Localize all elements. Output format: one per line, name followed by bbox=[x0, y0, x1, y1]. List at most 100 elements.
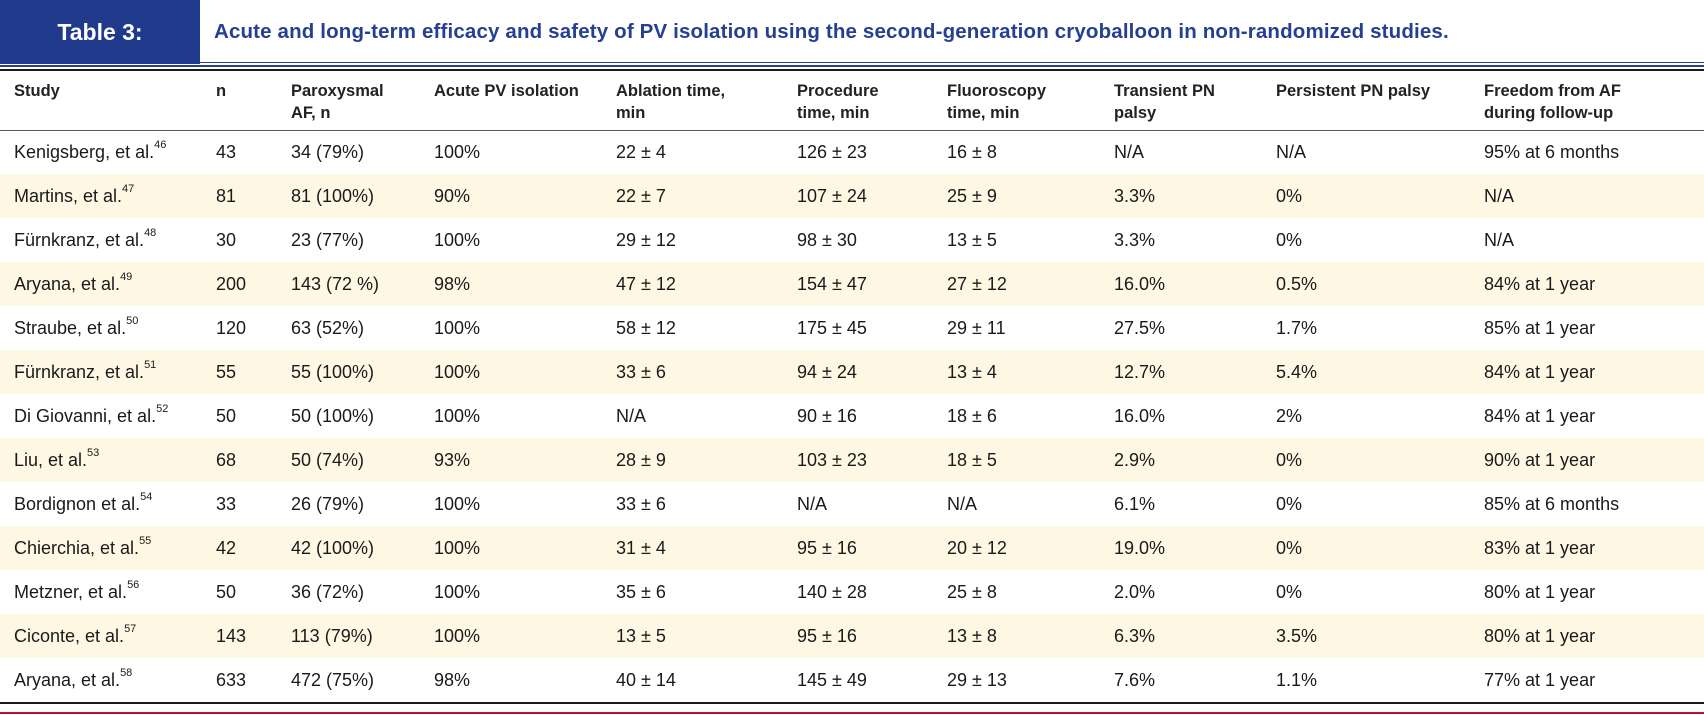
divider bbox=[0, 65, 1704, 67]
cell-procedure: 98 ± 30 bbox=[797, 229, 857, 250]
cell-fluoro: 25 ± 9 bbox=[933, 174, 1100, 218]
cell-study: Di Giovanni, et al.52 bbox=[0, 394, 202, 438]
cell-paroxysmal: 63 (52%) bbox=[291, 317, 365, 338]
cell-paroxysmal: 36 (72%) bbox=[291, 581, 365, 602]
cell-ablation: 28 ± 9 bbox=[602, 438, 783, 482]
study-name: Fürnkranz, et al. bbox=[14, 229, 145, 250]
cell-persistent: 0% bbox=[1276, 493, 1303, 514]
cell-n: 143 bbox=[202, 614, 277, 658]
reference-number: 53 bbox=[87, 446, 100, 459]
cell-paroxysmal: 50 (100%) bbox=[291, 405, 375, 426]
cell-procedure: N/A bbox=[797, 493, 828, 514]
table-row: Aryana, et al.58 633 472 (75%) 98% 40 ± 14 14… bbox=[0, 658, 1704, 702]
cell-acute: 100% bbox=[420, 614, 602, 658]
cell-persistent: 1.7% bbox=[1276, 317, 1318, 338]
cell-acute: 98% bbox=[434, 669, 471, 690]
cell-transient: 16.0% bbox=[1114, 405, 1166, 426]
cell-procedure: 94 ± 24 bbox=[783, 350, 933, 394]
table-caption: Acute and long-term efficacy and safety … bbox=[214, 20, 1449, 43]
cell-study: Fürnkranz, et al.48 bbox=[0, 218, 202, 262]
cell-transient: 2.0% bbox=[1114, 581, 1156, 602]
cell-ablation: 33 ± 6 bbox=[602, 350, 783, 394]
study-name: Kenigsberg, et al. bbox=[14, 141, 155, 162]
cell-procedure: 126 ± 23 bbox=[797, 141, 867, 162]
cell-acute: 100% bbox=[420, 350, 602, 394]
cell-freedom: 84% at 1 year bbox=[1470, 350, 1704, 394]
cell-ablation: 22 ± 7 bbox=[602, 174, 783, 218]
header-cell: Freedom from AF during follow-up bbox=[1470, 71, 1704, 131]
cell-study: Kenigsberg, et al.46 bbox=[0, 130, 202, 174]
divider bbox=[200, 62, 1704, 63]
cell-paroxysmal: 55 (100%) bbox=[277, 350, 420, 394]
cell-transient: 3.3% bbox=[1100, 174, 1262, 218]
cell-freedom: 80% at 1 year bbox=[1470, 614, 1704, 658]
cell-ablation: 29 ± 12 bbox=[616, 229, 676, 250]
cell-ablation: 40 ± 14 bbox=[616, 669, 676, 690]
reference-number: 58 bbox=[120, 666, 133, 679]
table-title-bar: Table 3: Acute and long-term efficacy an… bbox=[0, 0, 1704, 64]
cell-acute: 90% bbox=[420, 174, 602, 218]
cell-fluoro: 13 ± 4 bbox=[933, 350, 1100, 394]
study-name: Chierchia, et al. bbox=[14, 537, 140, 558]
cell-procedure: 90 ± 16 bbox=[797, 405, 857, 426]
cell-study: Ciconte, et al.57 bbox=[0, 614, 202, 658]
study-name: Straube, et al. bbox=[14, 317, 127, 338]
study-name: Liu, et al. bbox=[14, 449, 88, 470]
cell-ablation: 35 ± 6 bbox=[616, 581, 666, 602]
divider bbox=[0, 69, 1704, 71]
cell-n: 55 bbox=[202, 350, 277, 394]
reference-number: 52 bbox=[156, 402, 169, 415]
header-cell: Ablation time, min bbox=[602, 71, 783, 131]
cell-ablation: N/A bbox=[616, 405, 647, 426]
cell-freedom: 84% at 1 year bbox=[1470, 262, 1704, 306]
table-row: Liu, et al.53 68 50 (74%) 93% 28 ± 9 103 ± 23… bbox=[0, 438, 1704, 482]
cell-transient: 2.9% bbox=[1100, 438, 1262, 482]
study-name: Fürnkranz, et al. bbox=[14, 361, 145, 382]
divider bbox=[0, 712, 1704, 714]
table-label: Table 3: bbox=[0, 0, 200, 64]
cell-persistent: 3.5% bbox=[1262, 614, 1470, 658]
cell-ablation: 31 ± 4 bbox=[602, 526, 783, 570]
cell-freedom: 84% at 1 year bbox=[1484, 405, 1596, 426]
header-cell: Fluoroscopy time, min bbox=[933, 71, 1100, 131]
data-table: Study n Paroxysmal AF, n Acute PV isolati… bbox=[0, 71, 1704, 702]
cell-freedom: N/A bbox=[1484, 229, 1515, 250]
reference-number: 50 bbox=[126, 314, 139, 327]
cell-persistent: 0% bbox=[1276, 581, 1303, 602]
cell-freedom: N/A bbox=[1470, 174, 1704, 218]
header-row: Study n Paroxysmal AF, n Acute PV isolati… bbox=[0, 71, 1704, 131]
divider bbox=[0, 702, 1704, 704]
cell-acute: 100% bbox=[434, 141, 481, 162]
cell-study: Bordignon et al.54 bbox=[0, 482, 202, 526]
cell-persistent: 0% bbox=[1262, 526, 1470, 570]
cell-transient: 7.6% bbox=[1114, 669, 1156, 690]
cell-fluoro: 18 ± 5 bbox=[933, 438, 1100, 482]
cell-fluoro: N/A bbox=[947, 493, 978, 514]
cell-acute: 100% bbox=[434, 581, 481, 602]
cell-procedure: 140 ± 28 bbox=[797, 581, 867, 602]
cell-fluoro: 25 ± 8 bbox=[947, 581, 997, 602]
cell-n: 50 bbox=[216, 405, 237, 426]
header-cell: Study bbox=[0, 71, 202, 131]
cell-paroxysmal: 113 (79%) bbox=[277, 614, 420, 658]
cell-n: 633 bbox=[216, 669, 247, 690]
cell-acute: 100% bbox=[434, 405, 481, 426]
cell-study: Aryana, et al.49 bbox=[0, 262, 202, 306]
study-name: Ciconte, et al. bbox=[14, 625, 125, 646]
table-row: Di Giovanni, et al.52 50 50 (100%) 100% N/A 9… bbox=[0, 394, 1704, 438]
cell-transient: 27.5% bbox=[1114, 317, 1166, 338]
cell-study: Fürnkranz, et al.51 bbox=[0, 350, 202, 394]
cell-ablation: 13 ± 5 bbox=[602, 614, 783, 658]
cell-persistent: 0% bbox=[1276, 229, 1303, 250]
cell-acute: 100% bbox=[434, 493, 481, 514]
study-name: Aryana, et al. bbox=[14, 669, 121, 690]
cell-ablation: 22 ± 4 bbox=[616, 141, 666, 162]
study-name: Aryana, et al. bbox=[14, 273, 121, 294]
cell-n: 68 bbox=[202, 438, 277, 482]
reference-number: 57 bbox=[124, 622, 137, 635]
cell-persistent: 5.4% bbox=[1262, 350, 1470, 394]
table-row: Fürnkranz, et al.48 30 23 (77%) 100% 29 ± 12… bbox=[0, 218, 1704, 262]
header-cell: Paroxysmal AF, n bbox=[277, 71, 420, 131]
cell-paroxysmal: 143 (72 %) bbox=[277, 262, 420, 306]
